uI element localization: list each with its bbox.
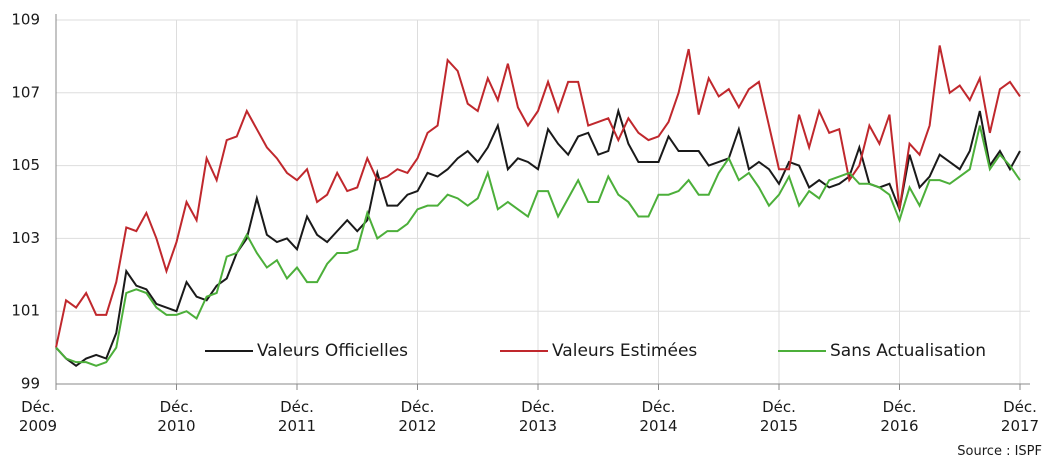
x-tick-label: Déc. 2013 xyxy=(518,398,558,435)
series-line xyxy=(55,45,1021,348)
legend-label: Valeurs Officielles xyxy=(257,341,408,361)
series-line xyxy=(55,107,1021,368)
series-line xyxy=(55,125,1021,367)
y-tick-label: 103 xyxy=(11,229,40,247)
x-tick-label: Déc. 2011 xyxy=(277,398,317,435)
y-tick-label: 109 xyxy=(11,11,40,29)
legend-label: Valeurs Estimées xyxy=(552,341,697,361)
x-tick-label: Déc. 2015 xyxy=(759,398,799,435)
x-tick-label: Déc. 2017 xyxy=(1000,398,1040,435)
y-tick-label: 105 xyxy=(11,156,40,174)
source: Source : ISPF xyxy=(957,444,1042,459)
y-tick-label: 101 xyxy=(11,302,40,320)
x-tick-label: Déc. 2009 xyxy=(18,398,58,435)
x-tick-label: Déc. 2010 xyxy=(157,398,196,435)
x-tick-label: Déc. 2014 xyxy=(639,398,678,435)
y-tick-label: 107 xyxy=(11,83,40,101)
x-tick-label: Déc. 2016 xyxy=(880,398,919,435)
x-tick-label: Déc. 2012 xyxy=(398,398,437,435)
y-tick-label: 99 xyxy=(21,375,40,393)
legend-label: Sans Actualisation xyxy=(830,341,986,361)
